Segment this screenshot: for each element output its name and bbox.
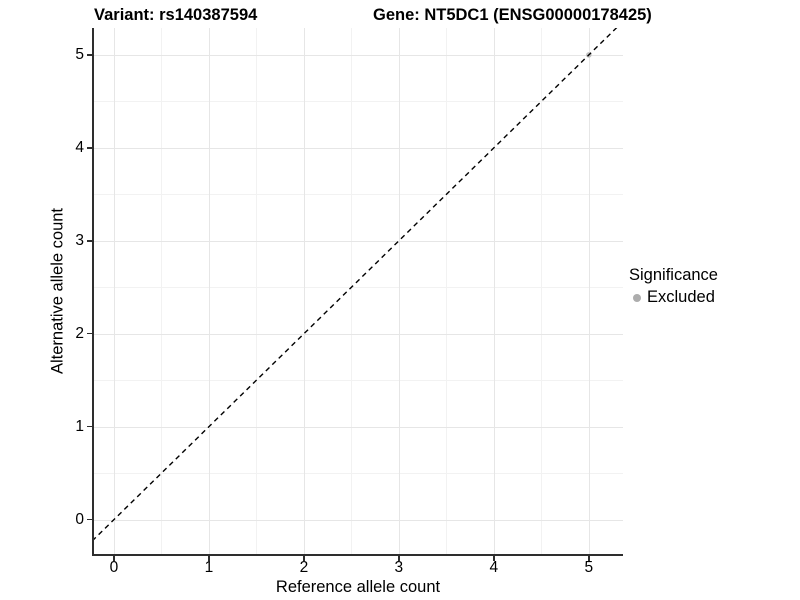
x-axis-title: Reference allele count — [275, 578, 441, 596]
legend: Significance Excluded — [629, 266, 718, 307]
x-tick-label: 3 — [394, 559, 404, 576]
legend-entry-label: Excluded — [647, 288, 715, 306]
y-tick-label: 0 — [75, 510, 84, 528]
plot-title-variant: Variant: rs140387594 — [94, 6, 258, 24]
y-axis-tick — [87, 332, 92, 335]
y-tick-label: 2 — [75, 324, 84, 342]
legend-point-icon — [633, 293, 641, 302]
y-axis-tick — [87, 54, 92, 56]
x-axis-tick — [398, 556, 400, 561]
x-axis-tick — [493, 556, 495, 561]
y-axis-tick — [87, 425, 92, 428]
x-axis-tick — [208, 556, 210, 561]
y-axis-title: Alternative allele count — [48, 207, 67, 375]
y-axis-tick — [87, 518, 92, 521]
y-tick-label: 5 — [75, 45, 84, 63]
y-axis-tick — [87, 147, 92, 149]
legend-title: Significance — [629, 266, 718, 284]
x-tick-label: 5 — [584, 559, 594, 576]
plot-title-gene: Gene: NT5DC1 (ENSG00000178425) — [373, 6, 652, 24]
x-axis-tick — [303, 556, 305, 561]
x-tick-label: 0 — [109, 559, 119, 576]
x-axis-tick — [113, 556, 115, 561]
y-tick-label: 1 — [75, 417, 84, 435]
plot-area-svg — [65, 7, 637, 567]
x-tick-label: 2 — [299, 559, 309, 576]
y-axis-line — [92, 28, 94, 556]
x-axis-line — [92, 554, 623, 556]
x-axis-tick — [588, 556, 590, 561]
plot-panel — [65, 7, 637, 567]
x-tick-label: 4 — [489, 559, 499, 576]
y-tick-label: 3 — [75, 231, 84, 249]
y-tick-label: 4 — [75, 138, 84, 156]
legend-entry-excluded: Excluded — [629, 288, 718, 307]
identity-reference-line — [65, 7, 637, 567]
y-axis-tick — [87, 240, 92, 242]
x-tick-label: 1 — [204, 559, 214, 576]
